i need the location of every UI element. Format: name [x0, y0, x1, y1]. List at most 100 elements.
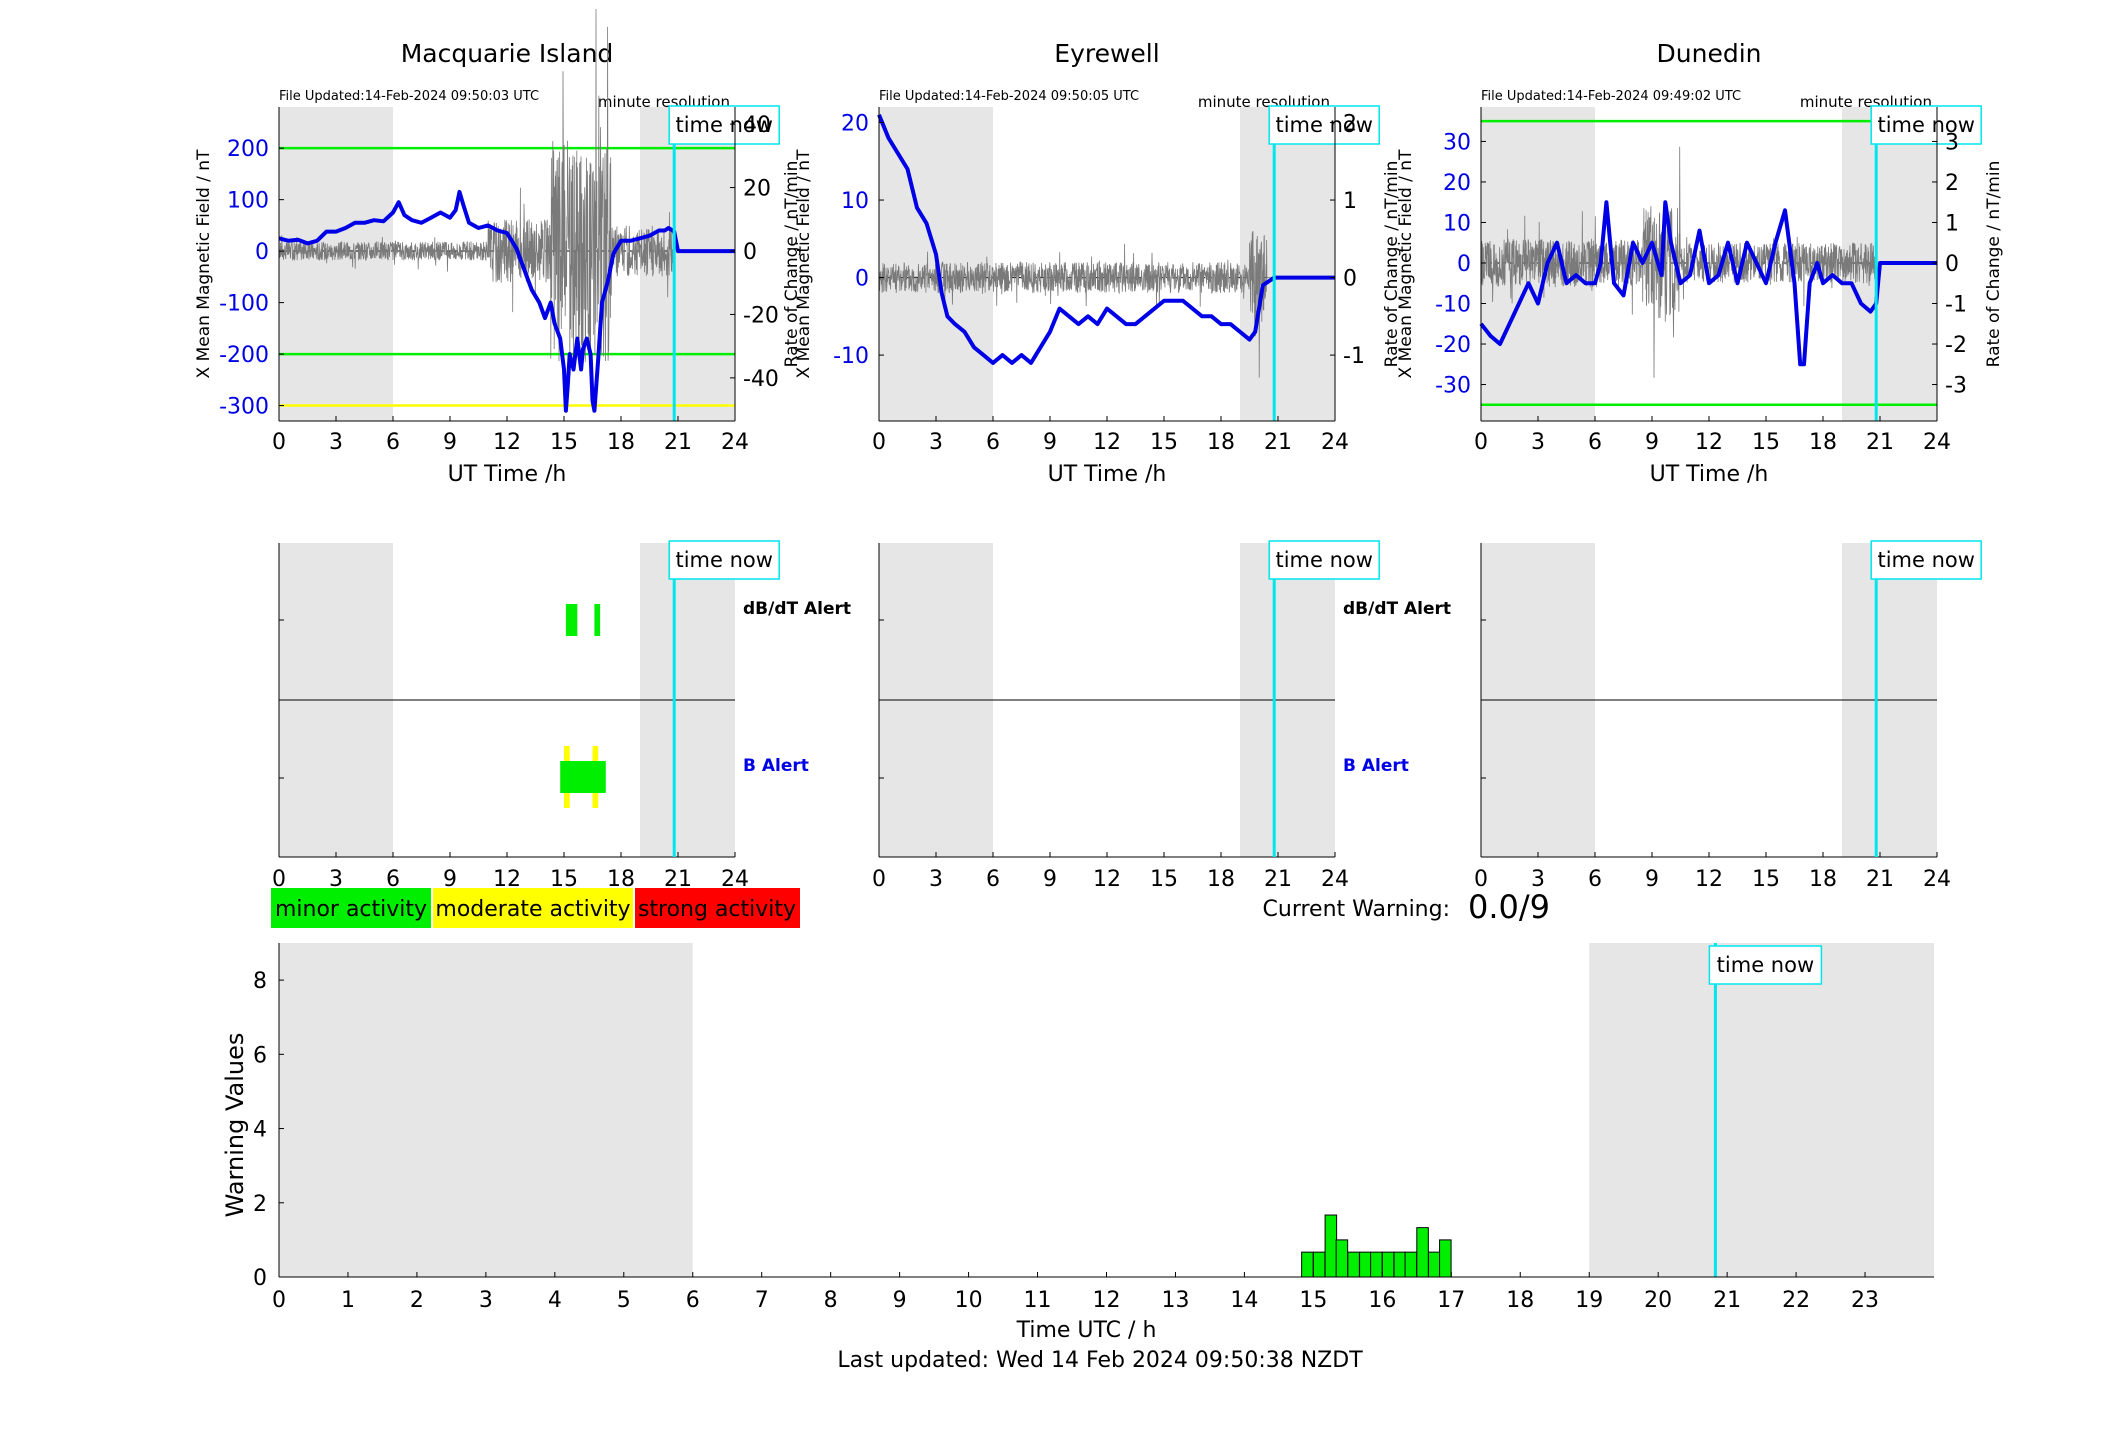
warning-bar [1404, 1251, 1418, 1278]
station-panels: Macquarie Island File Updated:14-Feb-2024… [194, 8, 2004, 892]
x-axis-label: UT Time /h [1048, 462, 1167, 487]
warning-x-tick-label: 3 [479, 1288, 493, 1313]
warning-bar [1347, 1251, 1360, 1278]
y-tick-label-right: 0 [1945, 252, 1959, 277]
alert-panel: time now 0 3 6 9 12 15 18 21 24 [1474, 540, 1982, 892]
y-tick-label-right: 20 [743, 177, 771, 202]
x-tick-label: 0 [272, 430, 286, 455]
alert-x-tick-label: 3 [329, 867, 343, 892]
y-tick-label-right: 1 [1343, 189, 1357, 214]
warning-x-tick-label: 5 [617, 1288, 631, 1313]
y-tick-label-right: 2 [1343, 112, 1357, 137]
current-warning-label: Current Warning: [1263, 897, 1450, 922]
alert-panel: time now dB/dT Alert B Alert 0 3 6 9 12 15 18 21 24 [272, 540, 851, 892]
y-tick-label-left: 0 [255, 240, 269, 265]
x-tick-label: 0 [872, 430, 886, 455]
x-tick-label: 18 [1207, 430, 1235, 455]
warning-x-tick-label: 0 [272, 1288, 286, 1313]
y-tick-label-right: -40 [743, 367, 779, 392]
y-axis-label-right: Rate of Change / nT/min [782, 161, 802, 368]
last-updated: Last updated: Wed 14 Feb 2024 09:50:38 N… [837, 1348, 1363, 1373]
station-title: Dunedin [1657, 39, 1762, 68]
station-2: Dunedin File Updated:14-Feb-2024 09:49:02… [1396, 39, 2004, 892]
x-mean-field-series [1479, 200, 1937, 367]
x-tick-label: 24 [1923, 430, 1951, 455]
warning-y-tick-label: 2 [253, 1192, 267, 1217]
warning-y-tick-label: 0 [253, 1266, 267, 1291]
y-tick-label-left: -10 [833, 344, 869, 369]
y-tick-label-left: 0 [855, 267, 869, 292]
dbdt-alert-label: dB/dT Alert [743, 599, 851, 619]
b-alert-label: B Alert [1343, 756, 1409, 776]
activity-legend: minor activity moderate activity strong … [271, 888, 800, 928]
legend-strong-label: strong activity [638, 897, 796, 922]
x-tick-label: 21 [664, 430, 692, 455]
x-tick-label: 24 [721, 430, 749, 455]
legend-minor-swatch [271, 888, 431, 928]
y-tick-label-left: -30 [1435, 374, 1471, 399]
alert-x-tick-label: 18 [1809, 867, 1837, 892]
y-tick-label-left: -300 [219, 395, 269, 420]
y-tick-label-left: -100 [219, 292, 269, 317]
time-now-label: time now [1877, 113, 1974, 137]
warning-x-tick-label: 9 [893, 1288, 907, 1313]
warning-y-tick-label: 8 [253, 969, 267, 994]
alert-x-tick-label: 12 [1093, 867, 1121, 892]
y-axis-label-left: X Mean Magnetic Field / nT [794, 149, 814, 379]
alert-x-tick-label: 6 [386, 867, 400, 892]
x-tick-label: 6 [1588, 430, 1602, 455]
alert-x-tick-label: 9 [443, 867, 457, 892]
legend-strong-swatch [635, 888, 800, 928]
alert-x-tick-label: 6 [1588, 867, 1602, 892]
x-tick-label: 21 [1866, 430, 1894, 455]
warning-x-tick-label: 12 [1093, 1288, 1121, 1313]
x-tick-label: 18 [607, 430, 635, 455]
warning-x-tick-label: 13 [1161, 1288, 1189, 1313]
warning-x-tick-label: 22 [1782, 1288, 1810, 1313]
file-updated: File Updated:14-Feb-2024 09:50:05 UTC [879, 89, 1139, 104]
warning-bar [1428, 1251, 1441, 1278]
y-tick-label-left: 0 [1457, 252, 1471, 277]
warning-y-axis-label: Warning Values [221, 1033, 249, 1218]
y-tick-label-right: 3 [1945, 130, 1959, 155]
y-tick-label-left: 30 [1443, 130, 1471, 155]
y-tick-label-left: 20 [1443, 171, 1471, 196]
warning-bar [1324, 1214, 1338, 1278]
b-alert-label: B Alert [743, 756, 809, 776]
x-mean-field-series [278, 189, 735, 413]
time-now-label: time now [1877, 548, 1974, 572]
alert-x-tick-label: 15 [550, 867, 578, 892]
warning-bar [1393, 1251, 1407, 1278]
x-tick-label: 12 [1695, 430, 1723, 455]
rate-of-change-series [278, 8, 675, 367]
time-now-box [1870, 540, 1982, 580]
warning-x-tick-label: 1 [341, 1288, 355, 1313]
warning-bar [1439, 1239, 1452, 1278]
dbdt-alert-mark [565, 604, 578, 636]
alert-x-tick-label: 0 [272, 867, 286, 892]
y-axis-label-right: Rate of Change / nT/min [1984, 161, 2004, 368]
y-tick-label-right: 1 [1945, 211, 1959, 236]
alert-x-tick-label: 0 [872, 867, 886, 892]
x-axis-label: UT Time /h [448, 462, 567, 487]
alert-x-tick-label: 6 [986, 867, 1000, 892]
legend-moderate-label: moderate activity [435, 897, 630, 922]
warning-x-tick-label: 18 [1506, 1288, 1534, 1313]
warning-bar [1359, 1251, 1372, 1278]
y-tick-label-left: -20 [1435, 333, 1471, 358]
alert-x-tick-label: 21 [1264, 867, 1292, 892]
file-updated: File Updated:14-Feb-2024 09:50:03 UTC [279, 89, 539, 104]
alert-x-tick-label: 0 [1474, 867, 1488, 892]
x-tick-label: 3 [329, 430, 343, 455]
alert-x-tick-label: 24 [1923, 867, 1951, 892]
time-now-label: time now [675, 548, 772, 572]
x-tick-label: 24 [1321, 430, 1349, 455]
night-shade [279, 943, 693, 1277]
time-now-box [1870, 105, 1982, 145]
y-tick-label-right: 2 [1945, 171, 1959, 196]
station-1: Eyrewell File Updated:14-Feb-2024 09:50:0… [794, 39, 1451, 892]
warning-bar [1381, 1251, 1395, 1278]
alert-x-tick-label: 15 [1150, 867, 1178, 892]
y-tick-label-right: 40 [743, 113, 771, 138]
